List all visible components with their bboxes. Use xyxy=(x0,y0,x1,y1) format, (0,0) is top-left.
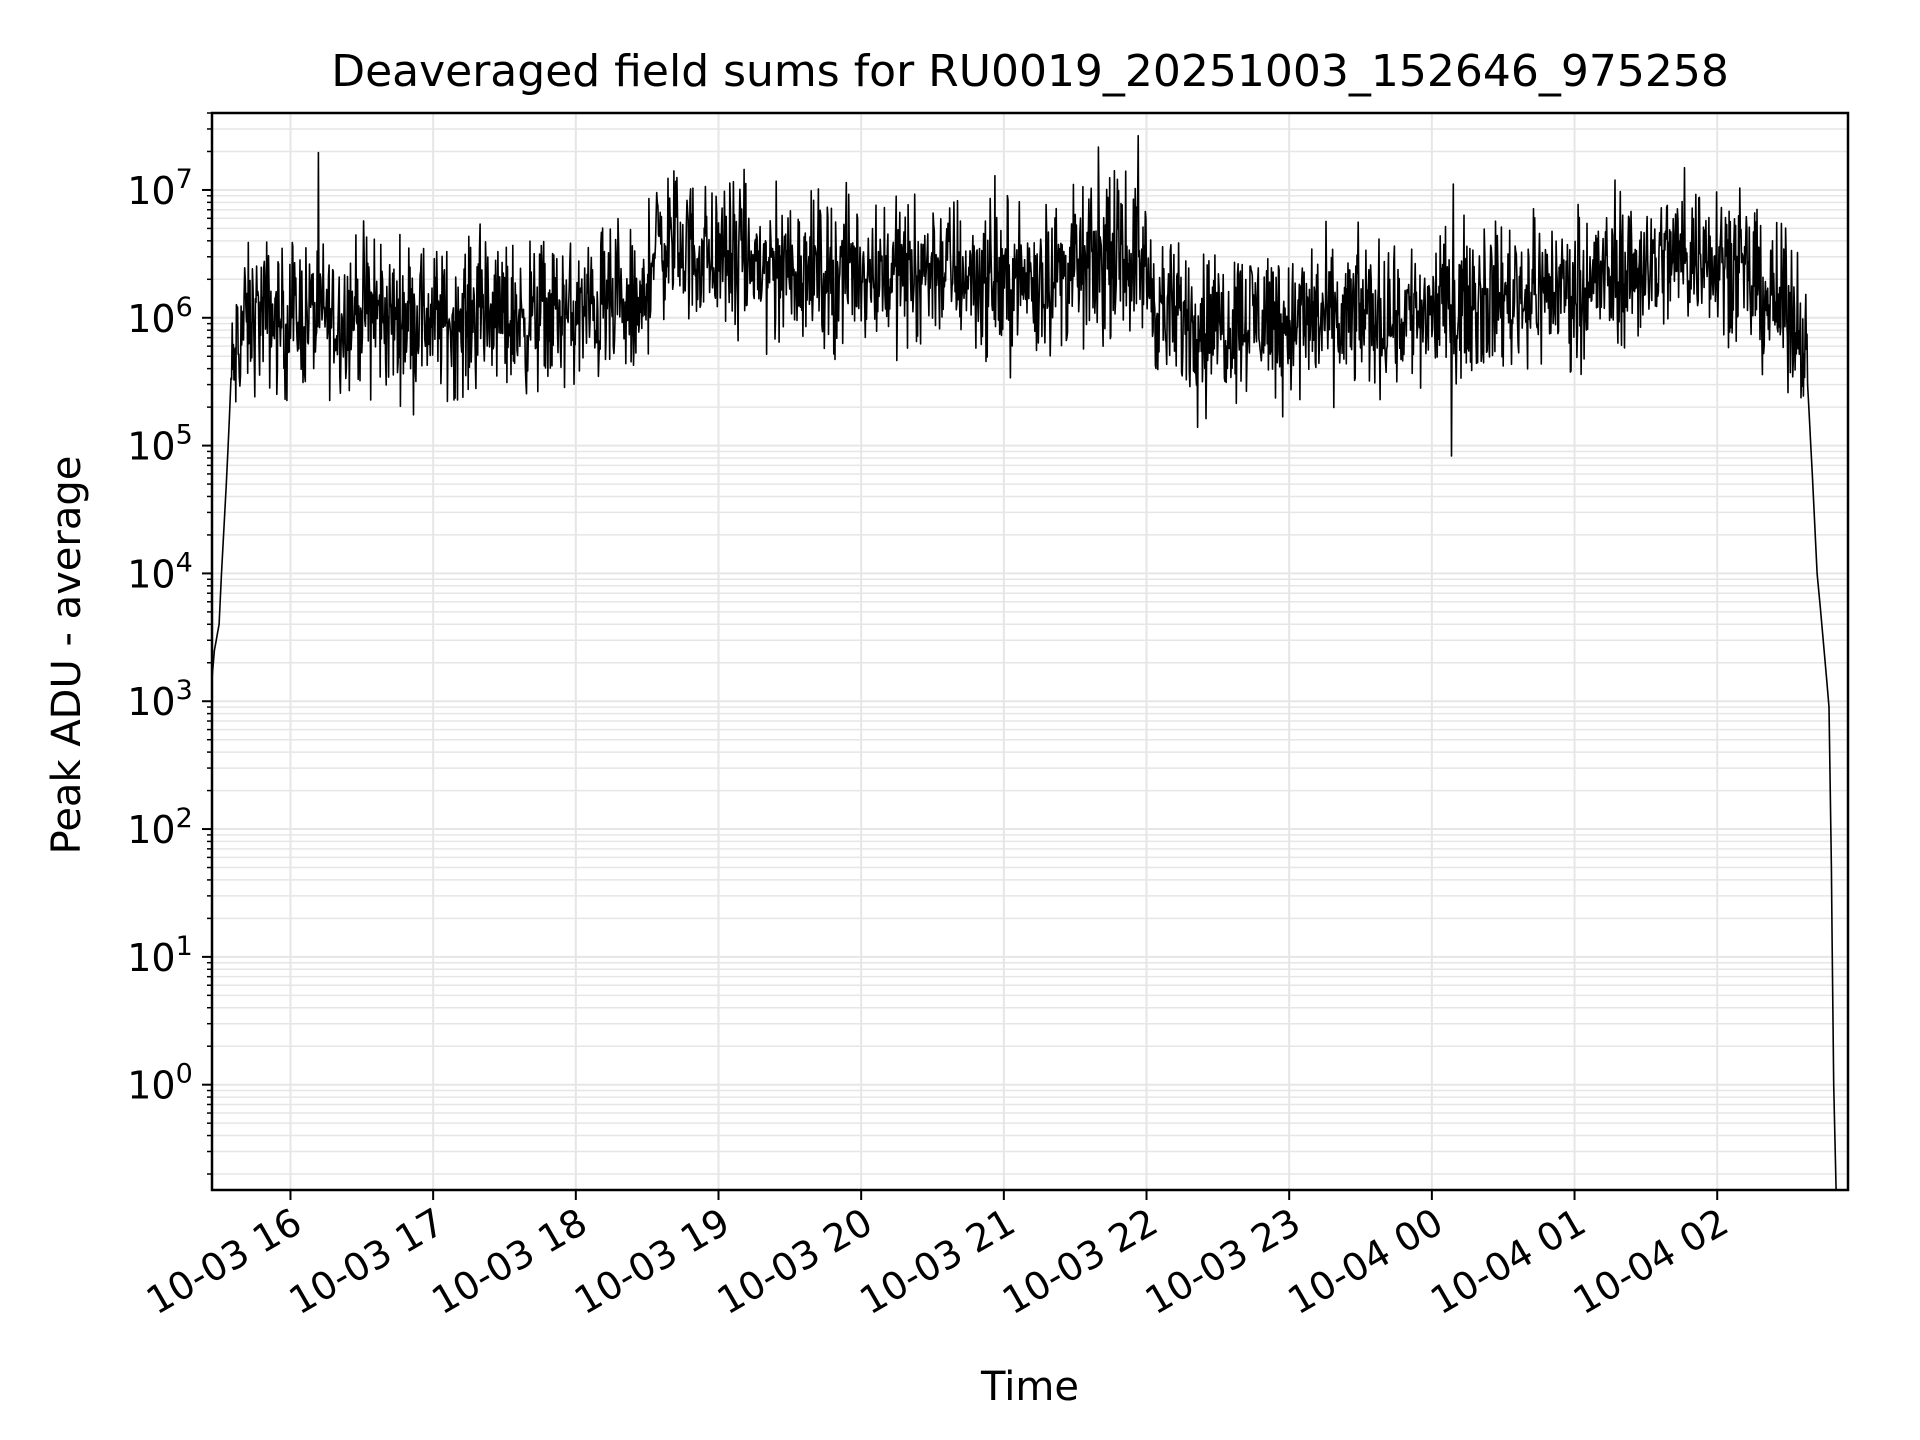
y-tick-label: 103 xyxy=(127,675,193,724)
plot-frame xyxy=(210,111,1850,1192)
y-tick-label: 104 xyxy=(127,547,193,596)
y-tick-label: 101 xyxy=(127,931,193,980)
chart-title: Deaveraged field sums for RU0019_2025100… xyxy=(331,46,1729,97)
y-axis-ticks: 100 101 102 103 104 105 106 107 xyxy=(127,112,212,1175)
series-line xyxy=(211,134,1837,1191)
x-axis-label: Time xyxy=(980,1364,1079,1410)
y-tick-label: 107 xyxy=(127,164,193,213)
y-tick-label: 106 xyxy=(127,292,193,341)
y-axis-label: Peak ADU - average xyxy=(44,456,90,855)
y-tick-label: 105 xyxy=(127,420,193,469)
y-tick-label: 100 xyxy=(127,1059,193,1108)
y-tick-label: 102 xyxy=(127,803,193,852)
